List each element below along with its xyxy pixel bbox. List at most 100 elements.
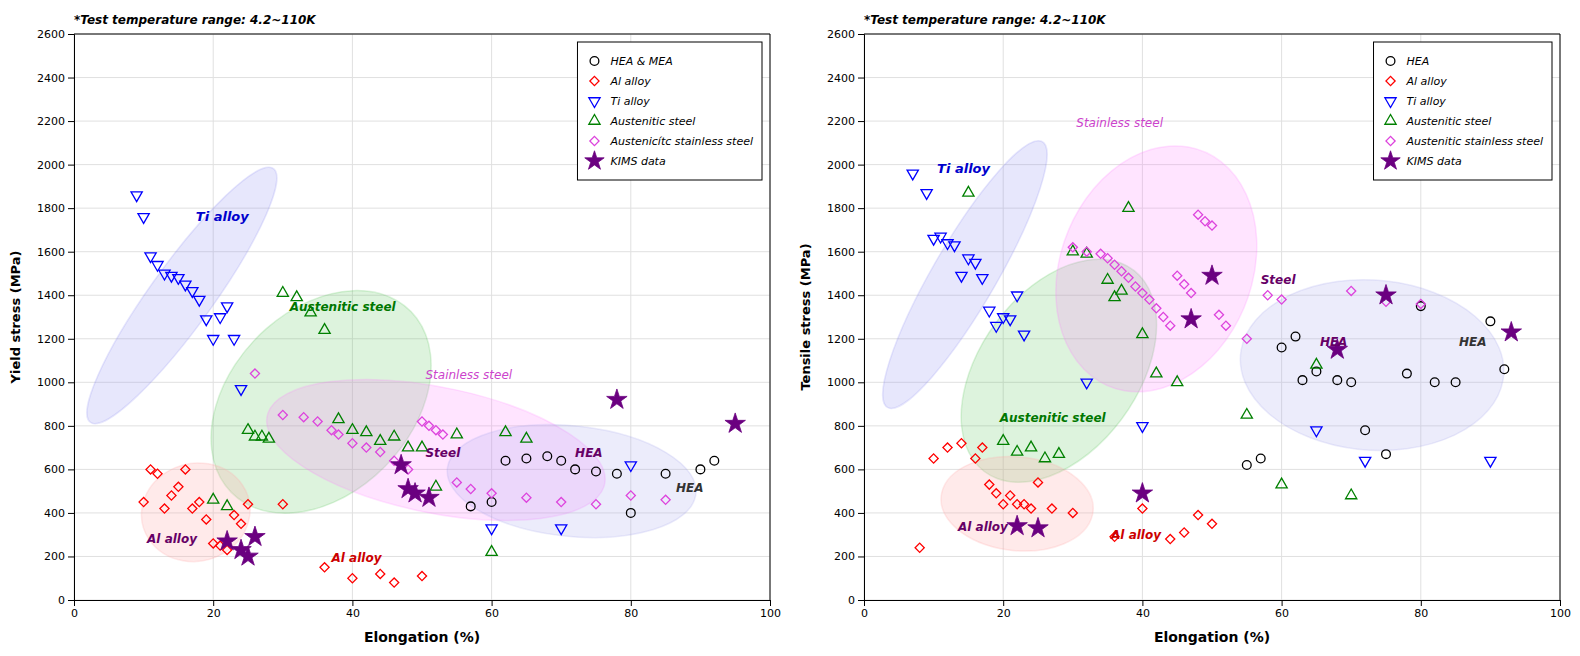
legend-symbol: [1386, 76, 1395, 85]
point: [347, 424, 358, 434]
annotation: Austenitic steel: [289, 300, 397, 314]
annotation: Al alloy: [146, 532, 198, 546]
point: [1277, 343, 1286, 352]
legend-item: Al alloy: [1386, 75, 1447, 88]
point: [487, 498, 496, 507]
point: [242, 424, 253, 434]
point: [1005, 316, 1016, 326]
point: [1347, 286, 1356, 295]
point: [1117, 267, 1126, 276]
point: [929, 454, 938, 463]
point: [556, 525, 567, 535]
tick-mark: [858, 600, 864, 601]
point: [1039, 452, 1050, 462]
tick-label: 2000: [827, 159, 855, 172]
point: [1166, 534, 1175, 543]
point: [521, 432, 532, 442]
point: [1207, 221, 1216, 230]
tick-label: 2200: [827, 115, 855, 128]
tick: 800: [834, 420, 864, 433]
grid-line-x: [1560, 34, 1561, 600]
tick-label: 1600: [827, 246, 855, 259]
point: [1047, 504, 1056, 513]
point: [949, 242, 960, 252]
legend-item: Austenicítc stainless steel: [590, 135, 753, 148]
point: [159, 270, 170, 280]
tick-label: 1800: [827, 202, 855, 215]
tick: 20: [207, 600, 221, 620]
axis-line: [68, 35, 75, 601]
tick-mark: [858, 208, 864, 209]
point: [278, 410, 287, 419]
tick-label: 2000: [37, 159, 65, 172]
point: [1033, 478, 1042, 487]
series: [963, 186, 1357, 498]
tick: 2400: [827, 72, 864, 85]
tick-label: 1600: [37, 246, 65, 259]
point: [592, 467, 601, 476]
point: [333, 413, 344, 423]
point: [430, 480, 441, 490]
tick-label: 1800: [37, 202, 65, 215]
point: [998, 435, 1009, 445]
tick: 100: [760, 600, 781, 620]
region: [130, 455, 261, 570]
tick: 1200: [827, 333, 864, 346]
legend-symbol: [589, 114, 600, 124]
point: [278, 500, 287, 509]
point: [1103, 254, 1112, 263]
series: [139, 465, 427, 587]
tick-label: 2600: [37, 28, 65, 41]
series: [217, 389, 746, 565]
legend-item: Austenitic steel: [1385, 114, 1492, 127]
point: [1403, 369, 1412, 378]
point: [195, 497, 204, 506]
point: [1159, 312, 1168, 321]
point: [1026, 504, 1035, 513]
point: [1081, 247, 1092, 257]
point: [375, 435, 386, 445]
point: [1137, 328, 1148, 338]
point: [486, 546, 497, 556]
legend-label: KIMS data: [1407, 155, 1462, 168]
point: [1172, 376, 1183, 386]
point: [180, 281, 191, 291]
tick-mark: [68, 165, 74, 166]
legend-item: HEA & MEA: [590, 55, 673, 68]
tick: 1000: [827, 376, 864, 389]
point: [417, 571, 426, 580]
legend-label: Austenitic steel: [1406, 115, 1492, 128]
tick-mark: [68, 513, 74, 514]
point: [1123, 202, 1134, 212]
legend-item: Austenitic stainless steel: [1386, 135, 1543, 148]
point: [1082, 247, 1091, 256]
tick: 0: [861, 600, 868, 620]
point: [1006, 491, 1015, 500]
legend: HEA & MEAAl alloyTi alloyAustenitic stee…: [577, 42, 762, 180]
tick: 0: [58, 594, 74, 607]
point: [405, 483, 425, 502]
legend-symbol: [1385, 98, 1396, 108]
tick-label: 2200: [37, 115, 65, 128]
point: [1311, 358, 1322, 368]
tick-mark: [68, 382, 74, 383]
point: [402, 441, 413, 451]
point: [1180, 280, 1189, 289]
tick-mark: [68, 600, 74, 601]
point: [174, 482, 183, 491]
point: [1110, 260, 1119, 269]
tick: 2200: [37, 115, 74, 128]
point: [131, 192, 142, 202]
point: [1221, 321, 1230, 330]
tick: 60: [485, 600, 499, 620]
point: [1180, 528, 1189, 537]
point: [1018, 331, 1029, 341]
tick-label: 20: [207, 607, 221, 620]
legend-label: HEA & MEA: [610, 55, 672, 68]
point: [626, 491, 635, 500]
y-axis-title: Tensile stress (MPa): [798, 243, 813, 390]
point: [1333, 376, 1342, 385]
point: [999, 500, 1008, 509]
tick-label: 1200: [827, 333, 855, 346]
tick-mark: [68, 295, 74, 296]
